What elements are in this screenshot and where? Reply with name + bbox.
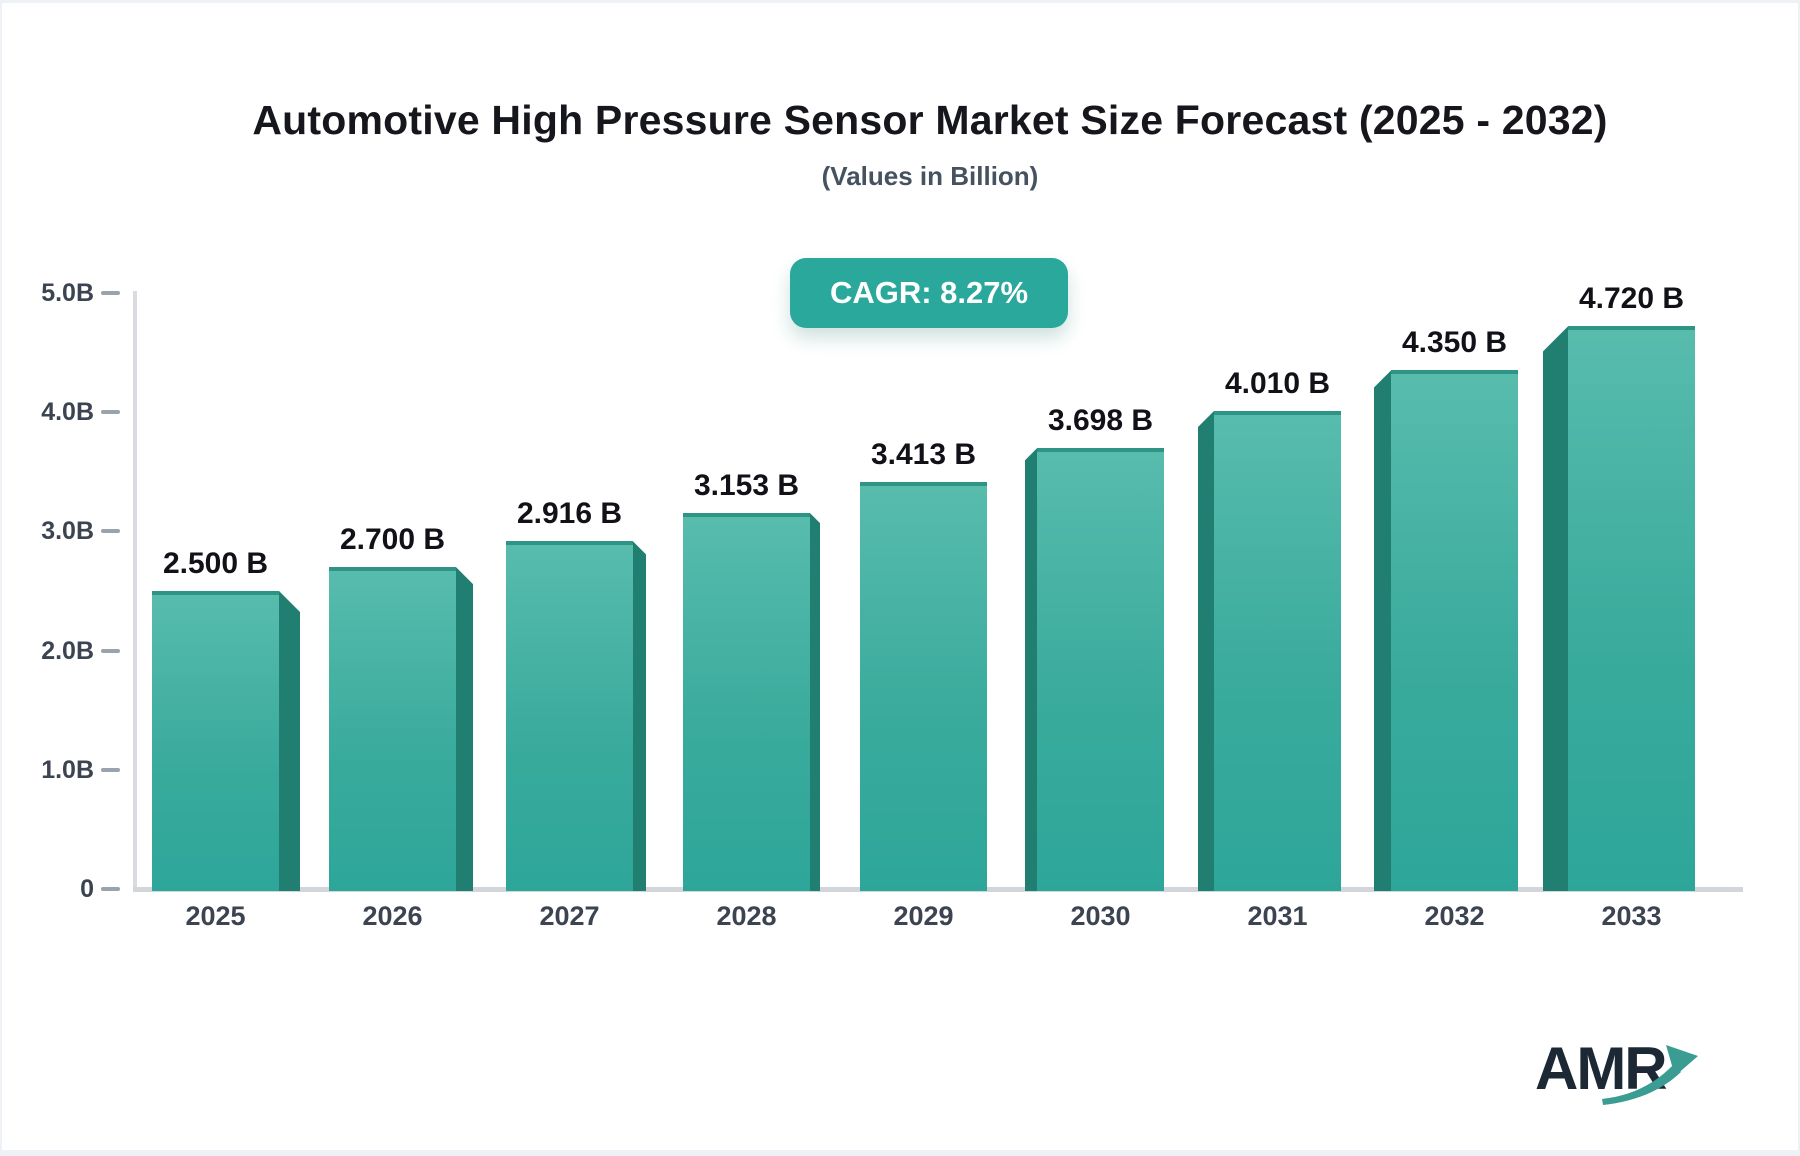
x-axis-category-label: 2032 <box>1424 901 1485 931</box>
bar-3d-side-face <box>456 567 473 891</box>
y-axis-tick-mark <box>101 410 120 415</box>
y-axis-tick-mark <box>101 648 120 653</box>
bar <box>1568 326 1695 891</box>
bar-3d-side-face <box>810 513 820 891</box>
bar-value-label: 4.350 B <box>1401 326 1508 360</box>
y-axis-line <box>133 291 137 891</box>
bar-3d-side-face <box>1374 370 1391 891</box>
bar-3d-side-face <box>279 591 300 891</box>
bar <box>1391 370 1518 891</box>
x-axis-category-label: 2030 <box>1070 901 1131 931</box>
y-axis-tick-label: 0 <box>80 875 94 903</box>
bar-3d-side-face <box>633 541 646 891</box>
bar-value-label: 4.010 B <box>1224 367 1331 400</box>
page-title: Automotive High Pressure Sensor Market S… <box>252 97 1608 143</box>
x-axis-category-label: 2029 <box>893 901 954 931</box>
bar <box>1037 448 1164 891</box>
y-axis-tick-mark <box>101 767 120 772</box>
bar-3d-side-face <box>1198 411 1214 891</box>
x-axis-category-label: 2027 <box>539 901 600 931</box>
chart-card: Automotive High Pressure Sensor Market S… <box>2 3 1798 1150</box>
x-axis-category-label: 2025 <box>185 901 246 931</box>
cagr-badge: CAGR: 8.27% <box>790 258 1068 328</box>
bar-value-label: 3.698 B <box>1047 404 1154 438</box>
x-axis-category-label: 2028 <box>716 901 777 931</box>
x-axis-category-label: 2026 <box>362 901 423 931</box>
x-axis-category-label: 2031 <box>1247 901 1308 931</box>
cagr-badge-label: CAGR: 8.27% <box>829 275 1029 310</box>
bar <box>506 541 633 891</box>
trend-up-arrow-icon <box>1602 1045 1698 1105</box>
bar-3d-side-face <box>1543 326 1568 891</box>
y-axis-tick-mark <box>101 887 120 891</box>
y-axis-tick-label: 2.0B <box>41 636 94 665</box>
page-subtitle: (Values in Billion) <box>821 161 1039 191</box>
y-axis-tick-label: 1.0B <box>41 755 94 784</box>
y-axis-tick-mark <box>101 529 120 534</box>
bar-value-label: 2.916 B <box>516 497 623 531</box>
bar-value-label: 3.413 B <box>870 438 977 472</box>
bar <box>1214 411 1341 891</box>
bar <box>329 567 456 891</box>
y-axis-tick-label: 4.0B <box>41 398 94 427</box>
bar <box>683 513 810 891</box>
bar-3d-side-face <box>1025 448 1037 891</box>
bar <box>152 591 279 891</box>
y-axis-tick-label: 5.0B <box>41 279 94 307</box>
bar-value-label: 2.500 B <box>162 547 269 580</box>
bar-value-label: 2.700 B <box>339 523 446 557</box>
bar-value-label: 4.720 B <box>1578 282 1685 316</box>
x-axis-category-label: 2033 <box>1601 901 1662 931</box>
y-axis-tick-mark <box>101 291 120 295</box>
bar <box>860 482 987 891</box>
y-axis-tick-label: 3.0B <box>41 517 94 546</box>
bar-value-label: 3.153 B <box>693 469 800 503</box>
